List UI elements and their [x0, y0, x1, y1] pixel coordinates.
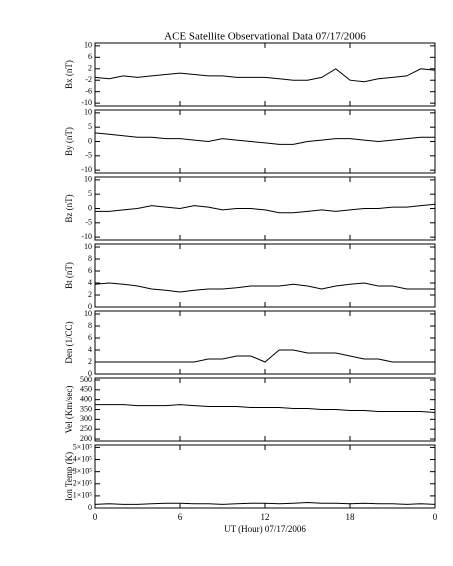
y-tick-label: 8 — [88, 321, 92, 330]
y-tick-label: 10 — [84, 309, 92, 318]
y-tick-label: 10 — [84, 108, 92, 117]
y-tick-label: 2 — [88, 357, 92, 366]
x-tick-label: 0 — [93, 512, 98, 522]
y-tick-label: 3×10⁵ — [73, 466, 93, 475]
panel-frame — [94, 377, 436, 442]
y-tick-label: 10 — [84, 175, 92, 184]
x-tick-label: 0 — [433, 512, 438, 522]
y-tick-label: 300 — [80, 414, 92, 423]
y-tick-label: 5 — [88, 189, 92, 198]
y-tick-label: 8 — [88, 254, 92, 263]
y-tick-label: -5 — [85, 218, 92, 227]
y-tick-label: 0 — [88, 369, 92, 378]
y-tick-label: 2×10⁵ — [73, 479, 93, 488]
y-tick-label: -2 — [85, 75, 92, 84]
y-tick-label: 400 — [80, 394, 92, 403]
data-line — [94, 501, 436, 505]
y-axis-label: Vel (Km/sec) — [64, 386, 74, 434]
data-line — [94, 68, 436, 83]
y-tick-label: 5×10⁵ — [73, 442, 93, 451]
y-tick-label: 500 — [80, 375, 92, 384]
y-tick-label: 5 — [88, 122, 92, 131]
y-axis-label: Ion Temp (K) — [64, 452, 74, 501]
panel-frame — [94, 310, 436, 375]
y-tick-label: 4 — [88, 278, 92, 287]
y-axis-label: Den (1/CC) — [64, 321, 74, 363]
x-tick-label: 6 — [178, 512, 183, 522]
y-tick-label: -10 — [81, 232, 92, 241]
y-tick-label: -10 — [81, 165, 92, 174]
y-tick-label: -6 — [85, 87, 92, 96]
y-tick-label: 10 — [84, 242, 92, 251]
data-line — [94, 282, 435, 293]
y-tick-label: 0 — [88, 503, 92, 512]
y-tick-label: 350 — [80, 404, 92, 413]
y-axis-label: Bx (nT) — [64, 60, 74, 89]
x-tick-label: 12 — [261, 512, 270, 522]
y-tick-label: 6 — [88, 52, 92, 61]
y-tick-label: 2 — [88, 290, 92, 299]
y-tick-label: 0 — [88, 302, 92, 311]
panel-frame — [94, 109, 436, 174]
data-line — [95, 349, 435, 363]
y-tick-label: 450 — [80, 385, 92, 394]
x-axis-label: UT (Hour) 07/17/2006 — [224, 524, 306, 534]
y-tick-label: 4×10⁵ — [73, 454, 93, 463]
data-line — [94, 132, 435, 145]
panel-frame — [94, 444, 436, 509]
y-tick-label: 4 — [88, 345, 92, 354]
y-tick-label: 200 — [80, 434, 92, 443]
y-axis-label: Bz (nT) — [64, 194, 74, 222]
x-tick-label: 18 — [346, 512, 356, 522]
y-tick-label: -10 — [81, 98, 92, 107]
y-tick-label: 1×10⁵ — [73, 491, 93, 500]
data-line — [95, 203, 436, 214]
panel-frame — [94, 243, 436, 308]
y-tick-label: 6 — [88, 266, 92, 275]
y-tick-label: 0 — [88, 203, 92, 212]
data-line — [95, 404, 436, 413]
y-tick-label: 0 — [88, 136, 92, 145]
y-tick-label: 6 — [88, 333, 92, 342]
chart-title: ACE Satellite Observational Data 07/17/2… — [164, 31, 366, 43]
y-tick-label: -5 — [85, 151, 92, 160]
y-axis-label: Bt (nT) — [64, 262, 74, 289]
y-tick-label: 2 — [88, 64, 92, 73]
y-tick-label: 10 — [84, 41, 92, 50]
panel-frame — [94, 42, 436, 107]
panel-frame — [94, 176, 436, 241]
y-tick-label: 250 — [80, 424, 92, 433]
y-axis-label: By (nT) — [64, 127, 74, 156]
